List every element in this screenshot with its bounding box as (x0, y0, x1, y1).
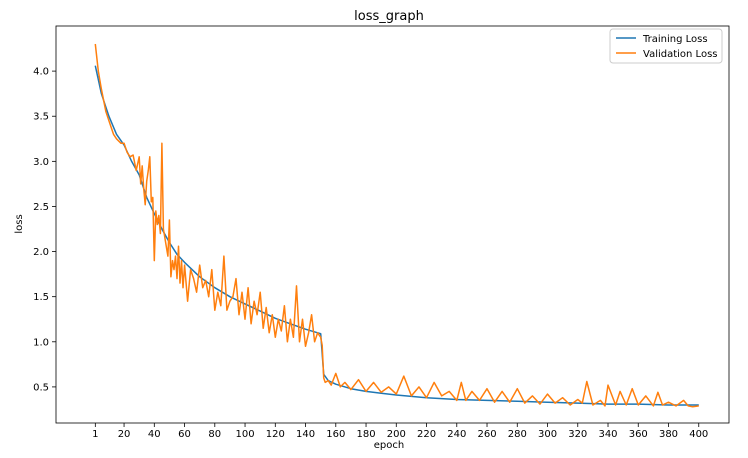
y-tick-label-3.5: 3.5 (33, 112, 49, 123)
y-tick-label-2: 2.0 (33, 247, 49, 258)
legend-label-training-loss: Training Loss (642, 34, 708, 45)
y-tick-label-0.5: 0.5 (33, 382, 49, 393)
x-tick-label-40: 40 (148, 429, 161, 440)
x-tick-label-280: 280 (508, 429, 527, 440)
x-tick-label-200: 200 (387, 429, 406, 440)
x-tick-label-1: 1 (92, 429, 98, 440)
chart-title: loss_graph (354, 9, 424, 24)
y-tick-label-4: 4.0 (33, 67, 49, 78)
x-tick-label-140: 140 (296, 429, 315, 440)
series-line-training-loss (94, 65, 699, 406)
legend-label-validation-loss: Validation Loss (643, 49, 718, 60)
x-tick-label-360: 360 (629, 429, 648, 440)
y-tick-label-2.5: 2.5 (33, 202, 49, 213)
x-tick-label-100: 100 (235, 429, 254, 440)
x-tick-label-260: 260 (477, 429, 496, 440)
x-axis-label: epoch (374, 440, 404, 451)
y-tick-label-1.5: 1.5 (33, 292, 49, 303)
x-tick-label-120: 120 (266, 429, 285, 440)
x-tick-label-400: 400 (689, 429, 708, 440)
x-tick-label-240: 240 (447, 429, 466, 440)
y-axis-label: loss (14, 214, 25, 233)
plot-frame (55, 25, 730, 424)
x-tick-label-20: 20 (118, 429, 131, 440)
x-tick-label-60: 60 (178, 429, 191, 440)
x-tick-label-160: 160 (326, 429, 345, 440)
x-tick-label-80: 80 (208, 429, 221, 440)
legend-box (609, 28, 723, 64)
legend: Training Loss Validation Loss (609, 28, 723, 64)
x-tick-label-180: 180 (356, 429, 375, 440)
series-line-validation-loss (94, 43, 699, 408)
x-tick-label-380: 380 (659, 429, 678, 440)
y-tick-label-3: 3.0 (33, 157, 49, 168)
x-tick-label-220: 220 (417, 429, 436, 440)
x-tick-label-320: 320 (568, 429, 587, 440)
x-tick-label-300: 300 (538, 429, 557, 440)
y-tick-label-1: 1.0 (33, 337, 49, 348)
x-tick-label-340: 340 (598, 429, 617, 440)
